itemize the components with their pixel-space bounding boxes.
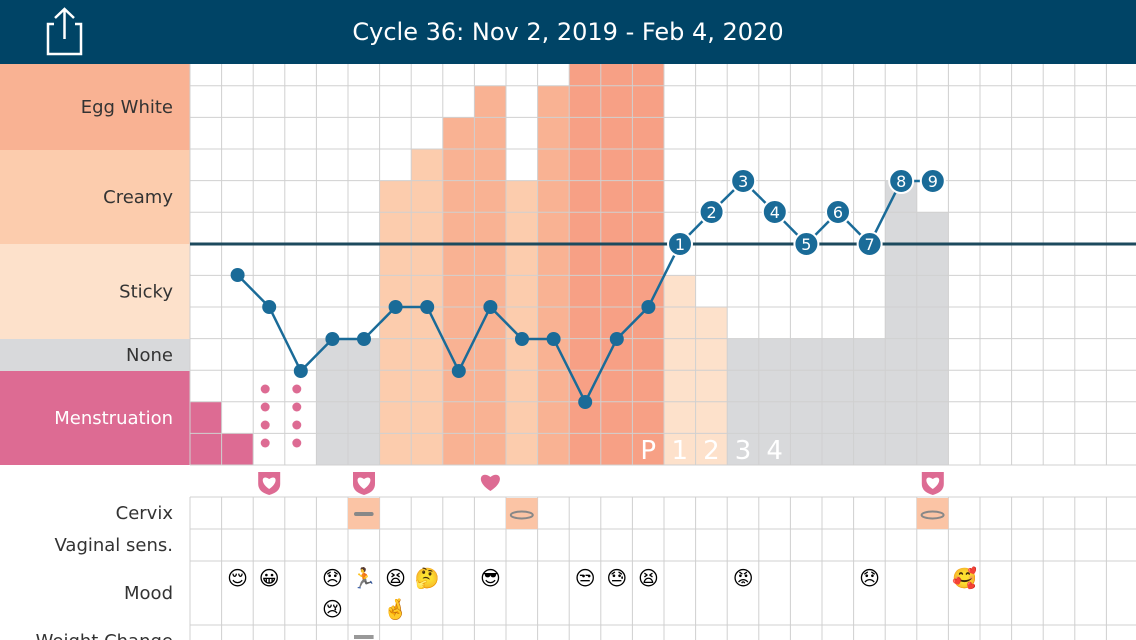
fluid-bar-day-3[interactable] — [253, 433, 285, 465]
row-label-cervix: Cervix — [116, 503, 174, 524]
fluid-bar-day-17[interactable] — [695, 307, 728, 465]
mood-emoji: 😀 — [259, 566, 280, 590]
temperature-point-label: 9 — [928, 172, 938, 191]
fluid-bar-day-14[interactable] — [600, 64, 633, 465]
temperature-point-day-16[interactable] — [667, 231, 693, 257]
temperature-point-day-8[interactable] — [420, 300, 435, 314]
spotting-dot — [292, 384, 302, 394]
mood-emoji: 😫 — [385, 566, 406, 590]
peak-label-3: 3 — [735, 436, 752, 466]
temperature-point-day-5[interactable] — [325, 332, 340, 346]
mood-emoji: 😓 — [606, 566, 627, 590]
temperature-point-day-9[interactable] — [451, 364, 466, 378]
temperature-point-label: 5 — [801, 235, 811, 254]
peak-label-2: 2 — [703, 436, 720, 466]
share-icon — [46, 7, 83, 56]
weight-change-mark — [354, 635, 374, 639]
cervix-open-icon — [509, 510, 534, 520]
heart-icon — [357, 477, 371, 489]
temperature-point-label: 2 — [707, 203, 717, 222]
temperature-point-label: 3 — [738, 172, 748, 191]
label-band-none — [0, 339, 190, 371]
row-label-menstruation: Menstruation — [54, 408, 173, 429]
temperature-point-day-14[interactable] — [609, 332, 624, 346]
mood-emoji: 🤞 — [383, 597, 408, 621]
temperature-point-day-10[interactable] — [483, 300, 498, 314]
label-band-menstruation — [0, 371, 190, 465]
fluid-bar-day-7[interactable] — [379, 180, 412, 465]
temperature-point-label: 8 — [896, 172, 906, 191]
mood-emoji: 😌 — [227, 566, 248, 590]
row-label-sticky: Sticky — [119, 282, 173, 303]
temperature-point-day-7[interactable] — [388, 300, 403, 314]
mood-emoji: 😫 — [638, 566, 659, 590]
fluid-bar-day-23[interactable] — [885, 180, 917, 465]
row-label-none: None — [126, 345, 173, 366]
spotting-dot — [260, 402, 270, 412]
fluid-bar-day-11[interactable] — [506, 180, 538, 465]
heart-icon[interactable] — [480, 474, 500, 491]
temperature-point-day-4[interactable] — [293, 364, 308, 378]
temperature-point-day-23[interactable] — [888, 168, 915, 194]
top-bar: Cycle 36: Nov 2, 2019 - Feb 4, 2020 — [0, 0, 1136, 64]
heart-icon — [262, 477, 276, 489]
peak-label-1: 1 — [672, 436, 689, 466]
mood-emoji: 🥰 — [952, 566, 977, 590]
temperature-point-day-22[interactable] — [856, 231, 883, 257]
temperature-point-day-19[interactable] — [761, 199, 788, 225]
temperature-point-label: 4 — [770, 203, 780, 222]
label-band-creamy — [0, 150, 190, 244]
mood-emoji: 🏃 — [352, 566, 377, 590]
mood-emoji: 😞 — [859, 566, 880, 590]
fluid-bar-day-15[interactable] — [632, 64, 664, 465]
temperature-point-day-18[interactable] — [730, 168, 757, 194]
temperature-point-day-15[interactable] — [641, 300, 656, 314]
temperature-point-label: 1 — [675, 235, 685, 254]
label-band-sticky — [0, 244, 190, 339]
spotting-dot — [292, 438, 302, 448]
temperature-point-day-12[interactable] — [546, 332, 561, 346]
mood-emoji: 😒 — [575, 566, 596, 590]
page-title: Cycle 36: Nov 2, 2019 - Feb 4, 2020 — [352, 18, 784, 46]
spotting-dot — [260, 384, 270, 394]
row-label-vaginal: Vaginal sens. — [55, 535, 174, 556]
temperature-point-day-2[interactable] — [230, 268, 245, 282]
row-label-mood: Mood — [124, 583, 173, 604]
mood-emoji: 😡 — [733, 566, 754, 590]
mood-emoji: 😞 — [322, 566, 343, 590]
spotting-dot — [260, 438, 270, 448]
row-label-egg_white: Egg White — [81, 97, 173, 118]
peak-label-4: 4 — [766, 436, 783, 466]
fluid-bar-day-2[interactable] — [221, 433, 254, 465]
cervix-closed-icon — [354, 512, 374, 516]
cervix-open-icon — [920, 510, 945, 520]
temperature-point-day-21[interactable] — [825, 199, 851, 225]
spotting-dot — [292, 402, 302, 412]
spotting-dot — [260, 420, 270, 430]
heart-icon — [926, 477, 940, 489]
temperature-point-day-13[interactable] — [578, 395, 593, 409]
temperature-point-day-6[interactable] — [357, 332, 371, 346]
temperature-point-day-20[interactable] — [793, 231, 820, 257]
mood-emoji: 🤔 — [415, 566, 440, 590]
mood-emoji: 😎 — [480, 566, 501, 590]
share-button[interactable] — [40, 6, 90, 58]
label-band-egg_white — [0, 64, 190, 150]
peak-label-P: P — [640, 436, 656, 466]
temperature-point-day-3[interactable] — [262, 300, 277, 314]
fluid-bar-day-4[interactable] — [284, 433, 317, 465]
fluid-bar-day-9[interactable] — [442, 117, 475, 466]
temperature-point-label: 6 — [833, 203, 843, 222]
temperature-point-label: 7 — [865, 235, 875, 254]
temperature-point-day-17[interactable] — [698, 199, 725, 225]
spotting-dot — [292, 420, 302, 430]
row-label-weight: Weight Change — [36, 631, 173, 640]
temperature-point-day-24[interactable] — [919, 168, 946, 194]
row-label-creamy: Creamy — [103, 187, 173, 208]
mood-emoji: 😢 — [322, 597, 343, 621]
temperature-point-day-11[interactable] — [515, 332, 529, 346]
